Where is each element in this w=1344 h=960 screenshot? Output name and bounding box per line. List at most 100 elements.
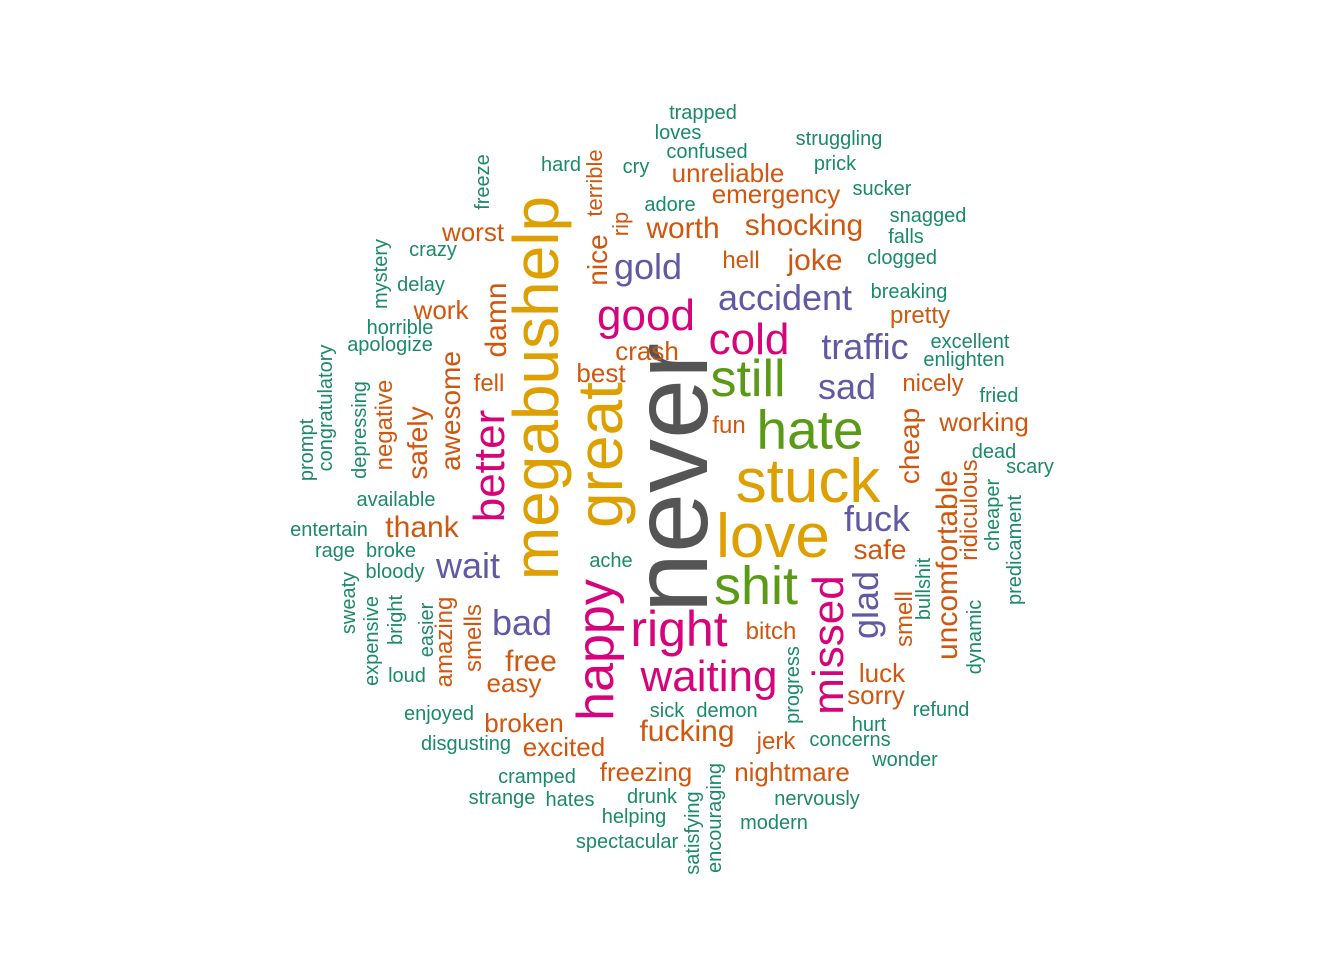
word-congratulatory: congratulatory <box>315 344 337 472</box>
word-fried: fried <box>979 385 1019 407</box>
word-prick: prick <box>813 153 857 175</box>
word-megabushelp: megabushelp <box>500 195 572 581</box>
word-predicament: predicament <box>1004 494 1026 606</box>
word-bitch: bitch <box>745 618 797 645</box>
word-free: free <box>505 645 557 678</box>
word-dynamic: dynamic <box>964 599 986 675</box>
word-struggling: struggling <box>795 128 883 150</box>
word-demon: demon <box>696 700 758 722</box>
word-negative: negative <box>371 379 398 471</box>
word-good: good <box>597 291 695 340</box>
word-thank: thank <box>385 511 459 544</box>
word-fun: fun <box>712 412 746 439</box>
word-terrible: terrible <box>582 149 607 217</box>
word-satisfying: satisfying <box>682 791 704 875</box>
word-better: better <box>465 409 514 523</box>
word-disgusting: disgusting <box>420 733 512 755</box>
word-delay: delay <box>397 274 445 296</box>
word-hell: hell <box>722 247 760 274</box>
word-rip: rip <box>608 211 633 237</box>
word-work: work <box>413 295 469 325</box>
word-easier: easier <box>416 602 438 658</box>
word-accident: accident <box>717 277 853 318</box>
word-nice: nice <box>582 234 613 286</box>
word-freeze: freeze <box>472 154 494 210</box>
word-wait: wait <box>435 545 501 586</box>
word-glad: glad <box>845 570 886 640</box>
word-confused: confused <box>666 141 748 163</box>
word-cold: cold <box>708 315 790 364</box>
word-hard: hard <box>540 154 582 176</box>
word-joke: joke <box>787 244 843 277</box>
word-loud: loud <box>388 665 426 687</box>
word-ridiculous: ridiculous <box>956 459 983 561</box>
word-crash: crash <box>615 336 679 366</box>
word-excited: excited <box>522 732 606 762</box>
word-modern: modern <box>740 812 808 834</box>
word-fell: fell <box>473 370 505 397</box>
word-depressing: depressing <box>349 381 371 479</box>
word-breaking: breaking <box>870 281 948 303</box>
word-entertain: entertain <box>290 519 368 541</box>
word-strange: strange <box>468 787 536 809</box>
word-safely: safely <box>402 406 433 480</box>
word-crazy: crazy <box>409 239 457 261</box>
word-worth: worth <box>646 212 720 245</box>
word-hates: hates <box>545 789 595 811</box>
word-expensive: expensive <box>361 595 383 687</box>
word-helping: helping <box>601 806 667 828</box>
word-best: best <box>576 358 626 388</box>
word-sucker: sucker <box>852 178 912 200</box>
word-stuck: stuck <box>735 447 881 516</box>
word-sorry: sorry <box>847 680 905 710</box>
word-bloody: bloody <box>365 561 425 583</box>
word-waiting: waiting <box>640 652 778 701</box>
word-bad: bad <box>491 602 553 643</box>
word-hate: hate <box>756 398 864 461</box>
word-drunk: drunk <box>626 786 678 808</box>
word-horrible: horrible <box>366 317 434 339</box>
word-nightmare: nightmare <box>734 757 850 787</box>
word-pretty: pretty <box>889 302 951 329</box>
word-easy: easy <box>486 668 542 698</box>
word-awesome: awesome <box>435 351 466 471</box>
word-nervously: nervously <box>774 788 860 810</box>
word-fucking: fucking <box>639 715 735 748</box>
word-sick: sick <box>649 700 685 722</box>
word-enlighten: enlighten <box>923 349 1005 371</box>
word-luck: luck <box>858 658 906 688</box>
word-working: working <box>939 407 1029 437</box>
word-gold: gold <box>613 246 683 287</box>
word-shocking: shocking <box>744 209 864 242</box>
word-hurt: hurt <box>851 714 887 736</box>
word-concerns: concerns <box>809 729 891 751</box>
word-wonder: wonder <box>872 749 938 771</box>
word-ache: ache <box>589 550 633 572</box>
word-right: right <box>630 601 728 657</box>
word-dead: dead <box>971 441 1017 463</box>
word-mystery: mystery <box>370 239 392 309</box>
word-cheap: cheap <box>894 407 925 485</box>
word-worst: worst <box>441 217 505 247</box>
word-broke: broke <box>365 540 417 562</box>
word-clogged: clogged <box>866 247 938 269</box>
word-excellent: excellent <box>930 331 1010 353</box>
word-fuck: fuck <box>843 498 911 539</box>
word-jerk: jerk <box>756 728 796 755</box>
word-freezing: freezing <box>599 757 693 787</box>
word-emergency: emergency <box>711 179 841 209</box>
word-encouraging: encouraging <box>704 762 726 874</box>
word-falls: falls <box>888 226 924 248</box>
word-great: great <box>564 382 636 528</box>
word-bright: bright <box>385 594 407 646</box>
word-apologize: apologize <box>347 334 433 356</box>
word-love: love <box>716 502 830 571</box>
word-shit: shit <box>713 556 799 616</box>
word-bullshit: bullshit <box>913 557 935 621</box>
word-happy: happy <box>567 579 625 721</box>
word-sad: sad <box>817 366 877 407</box>
word-enjoyed: enjoyed <box>403 703 475 725</box>
word-rage: rage <box>314 540 356 562</box>
word-traffic: traffic <box>821 326 909 367</box>
